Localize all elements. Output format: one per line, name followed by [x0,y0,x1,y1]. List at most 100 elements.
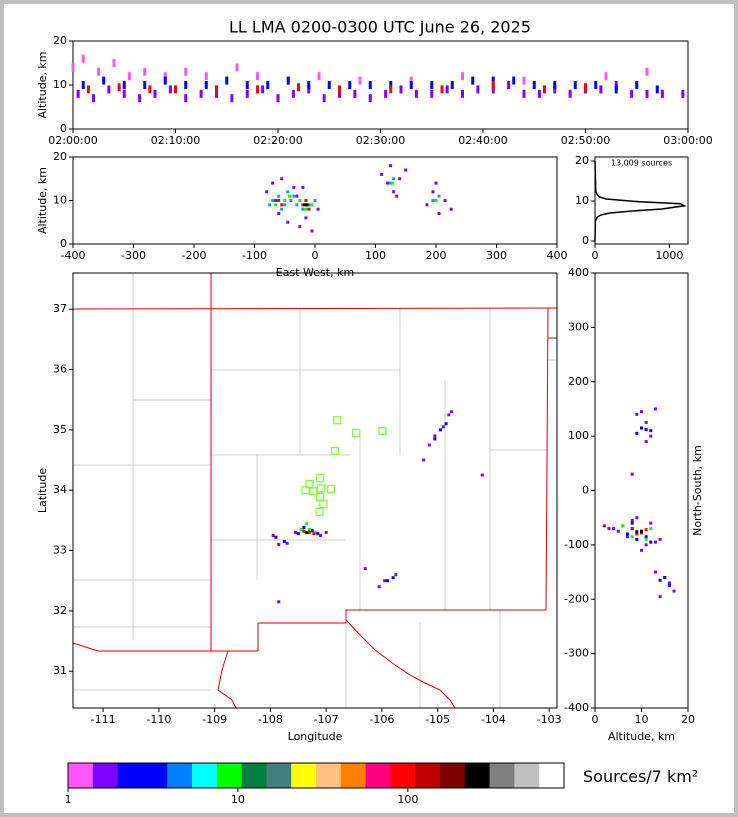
source-point [644,428,648,432]
y-tick-label: 33 [53,544,67,557]
y-tick-label: -200 [564,592,589,605]
source-point [616,529,620,533]
source-point [491,76,495,85]
source-point [304,207,308,211]
source-point [461,72,464,81]
source-point [392,190,396,194]
source-point [277,212,281,216]
source-point [285,541,289,545]
x-tick-label: 02:40:00 [458,134,507,147]
source-point [389,164,393,168]
source-point [292,185,296,189]
source-point [277,600,281,604]
source-point [380,172,384,176]
source-point [644,537,648,541]
source-point [427,443,431,447]
source-point [317,72,321,81]
source-point [437,194,441,198]
x-tick-label: -300 [121,249,146,262]
source-point [81,54,85,63]
source-point [537,89,541,98]
x-tick-label: -400 [61,249,86,262]
source-point [437,212,441,216]
source-point [614,85,618,94]
source-point [289,199,293,202]
colorbar-segment [167,763,193,788]
x-tick-label: -110 [146,713,171,726]
x-tick-label: -111 [91,713,116,726]
source-point [449,207,453,211]
colorbar-segment [266,763,292,788]
x-tick-label: 0 [592,713,599,726]
source-point [305,203,309,207]
source-point [71,63,75,72]
colorbar-segment [489,763,515,788]
source-point [304,216,308,220]
source-point [302,526,306,530]
y-tick-label: -400 [564,701,589,714]
source-point [607,527,611,531]
source-point [307,203,311,207]
source-point [305,530,309,534]
source-point [635,431,639,435]
map-boundaries [72,273,558,709]
source-point [450,81,454,89]
source-point [522,76,526,85]
source-point [168,85,172,94]
y-tick-label: 34 [53,483,67,496]
source-point [363,567,367,571]
source-point [409,81,413,89]
colorbar-frame [67,762,565,789]
altitude-histogram [594,160,687,242]
source-point [286,220,290,224]
colorbar-segment [216,763,242,788]
source-point [138,94,142,103]
source-point [653,570,657,574]
colorbar-segment [117,763,143,788]
station [352,428,361,438]
x-axis-label: Altitude, km [608,730,675,743]
station [309,487,318,496]
source-point [117,83,121,92]
source-point [450,410,454,414]
source-point [644,440,648,444]
source-point [97,67,101,76]
colorbar-segment [440,763,466,788]
source-point [184,81,188,89]
station [330,446,340,456]
station [378,426,387,436]
source-point [292,194,296,198]
source-point [612,527,616,531]
source-point [274,203,278,207]
source-point [307,81,311,89]
source-point [280,203,284,207]
source-point [312,532,316,536]
source-point [313,199,317,202]
source-point [532,81,536,89]
source-point [245,89,249,98]
station [333,416,342,425]
source-point [304,199,308,202]
source-point [324,530,328,534]
source-point [291,89,295,98]
source-point [307,527,311,531]
source-point [310,529,314,533]
source-point [445,85,449,94]
source-point [447,413,451,417]
y-tick-label: 100 [568,429,589,442]
source-point [663,576,667,579]
x-tick-label: -106 [369,713,394,726]
source-point [319,533,323,537]
source-point [649,540,653,544]
source-point [443,199,447,202]
source-point [522,89,526,98]
source-point [630,89,634,98]
source-point [395,194,399,198]
source-point [274,535,278,539]
source-point [235,63,239,72]
source-point [301,185,305,189]
source-point [399,85,403,94]
source-point [653,407,657,411]
y-axis-label: Latitude [36,468,49,514]
